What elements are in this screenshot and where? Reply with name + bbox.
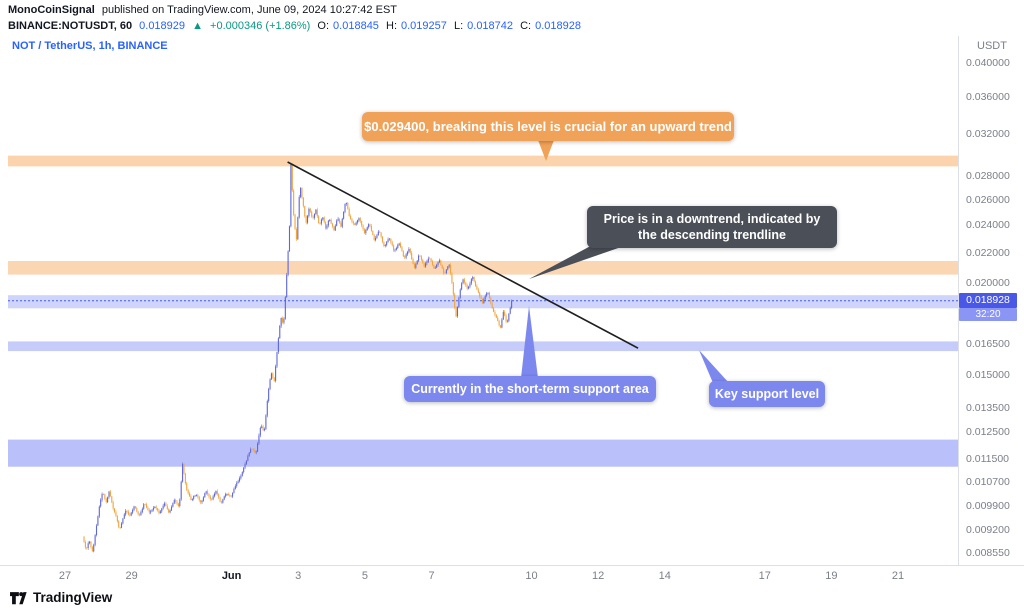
- currency-label: USDT: [977, 40, 1007, 52]
- publish-line: MonoCoinSignal published on TradingView.…: [8, 2, 585, 18]
- price-axis-label: 0.011500: [966, 452, 1010, 465]
- published-info: published on TradingView.com, June 09, 2…: [101, 4, 397, 16]
- price-change: +0.000346 (+1.86%): [210, 20, 311, 32]
- time-axis-label: 10: [525, 570, 538, 582]
- header: MonoCoinSignal published on TradingView.…: [8, 2, 585, 34]
- time-axis-label: 3: [295, 570, 302, 582]
- low-label: L:: [453, 20, 464, 32]
- price-axis-label: 0.016500: [966, 338, 1010, 351]
- price-axis-label: 0.008550: [966, 547, 1010, 559]
- time-axis-label: 21: [891, 570, 905, 582]
- price-axis-label: 0.012500: [966, 426, 1010, 439]
- time-axis-label: 17: [758, 570, 771, 582]
- tradingview-logo-icon: [8, 588, 27, 607]
- support-callout[interactable]: Currently in the short-term support area: [404, 376, 656, 402]
- support-callout-tail: [521, 306, 538, 378]
- symbol-name: BINANCE:NOTUSDT, 60: [8, 20, 133, 32]
- open-value: 0.018845: [333, 20, 379, 32]
- zone-support-key[interactable]: [8, 341, 958, 352]
- price-axis-label: 0.020000: [966, 277, 1010, 290]
- time-axis-label: 7: [428, 570, 435, 582]
- time-axis-label: 5: [361, 570, 368, 582]
- time-axis-label: 29: [125, 570, 138, 582]
- downtrend-callout[interactable]: Price is in a downtrend, indicated by th…: [587, 206, 837, 248]
- symbol-line: BINANCE:NOTUSDT, 60 0.018929 ▲ +0.000346…: [8, 18, 585, 34]
- zone-resistance-major[interactable]: [8, 155, 958, 167]
- current-price-label: 0.018928: [959, 292, 1017, 308]
- downtrend-callout-tail: [529, 242, 624, 279]
- price-axis-label: 0.024000: [966, 219, 1010, 232]
- price-axis-label: 0.036000: [966, 90, 1010, 103]
- price-axis-label: 0.015000: [966, 368, 1010, 381]
- price-axis-label: 0.026000: [966, 193, 1010, 206]
- time-axis-label: Jun: [221, 570, 242, 582]
- publisher-name: MonoCoinSignal: [8, 4, 95, 16]
- price-axis-label: 0.032000: [966, 128, 1010, 140]
- key-support-callout-tail: [699, 350, 729, 383]
- last-price: 0.018929: [139, 20, 186, 32]
- bar-countdown: 32:20: [959, 307, 1017, 321]
- key-support-callout[interactable]: Key support level: [709, 381, 825, 407]
- price-axis-label: 0.040000: [966, 57, 1010, 70]
- high-value: 0.019257: [401, 20, 447, 32]
- descending-trendline[interactable]: [287, 161, 639, 349]
- resistance-callout[interactable]: $0.029400, breaking this level is crucia…: [362, 112, 734, 141]
- footer: TradingView: [8, 588, 112, 607]
- brand-name[interactable]: TradingView: [33, 590, 113, 605]
- price-axis-label: 0.009900: [966, 500, 1010, 513]
- zone-resistance-minor[interactable]: [8, 261, 958, 275]
- candles[interactable]: [83, 163, 513, 553]
- price-axis-label: 0.028000: [966, 170, 1010, 183]
- close-label: C:: [520, 20, 532, 32]
- chart-legend[interactable]: NOT / TetherUS, 1h, BINANCE: [12, 40, 168, 52]
- zone-support-deep[interactable]: [8, 439, 958, 467]
- time-axis-label: 14: [658, 570, 671, 582]
- price-axis-label: 0.009200: [966, 523, 1010, 536]
- time-axis-label: 27: [58, 570, 72, 582]
- current-price-tag: 0.018928 32:20: [959, 292, 1017, 321]
- low-value: 0.018742: [467, 20, 514, 32]
- time-axis-label: 19: [825, 570, 838, 582]
- up-arrow-icon: ▲: [192, 20, 203, 32]
- resistance-callout-tail: [538, 140, 554, 161]
- high-label: H:: [386, 20, 397, 32]
- open-label: O:: [317, 20, 330, 32]
- price-axis-label: 0.010700: [966, 475, 1010, 488]
- time-axis-label: 12: [591, 570, 605, 582]
- price-axis-label: 0.022000: [966, 246, 1010, 259]
- time-axis[interactable]: 27 29 Jun 3 5 7 10 12 14 17 19 21: [0, 565, 1024, 588]
- price-axis-label: 0.013500: [966, 401, 1010, 414]
- price-zones: [8, 155, 958, 467]
- close-value: 0.018928: [535, 20, 581, 32]
